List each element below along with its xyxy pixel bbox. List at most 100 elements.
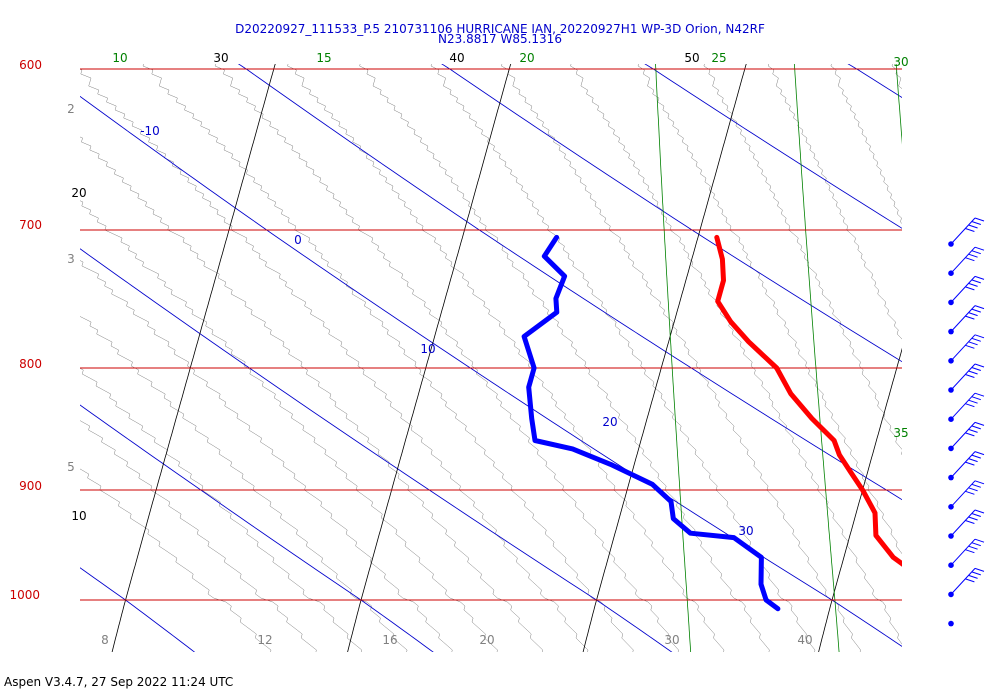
wind-barb-flag — [974, 509, 985, 514]
pressure-label-700: 700 — [19, 218, 42, 232]
wind-barb-staff — [950, 422, 976, 449]
wind-barb-flag — [968, 487, 978, 492]
moist-adiabat-10 — [142, 64, 634, 652]
wind-barb-flag — [965, 461, 975, 466]
dry-adiabat-10 — [80, 248, 673, 652]
wind-barb — [948, 509, 985, 539]
wind-barb-flag — [974, 217, 985, 222]
moist-adiabat-22 — [570, 64, 902, 645]
moist-adiabat-label-5: 5 — [67, 460, 75, 474]
dry-adiabat-label-m10: -10 — [140, 124, 160, 138]
dry-adiabat-label-0: 0 — [294, 233, 302, 247]
wind-barb-flag — [974, 538, 985, 543]
moist-adiabat-28 — [767, 64, 902, 340]
wind-barb-flag — [971, 250, 981, 255]
isotherm-label-40: 40 — [449, 51, 464, 65]
mixing-ratio-25 — [976, 54, 1000, 662]
wind-barb-staff — [950, 305, 976, 332]
moist-adiabat-30 — [830, 64, 902, 224]
wind-barb-flag — [974, 451, 985, 456]
moist-adiabat-12 — [214, 64, 679, 652]
wind-barb-flag — [965, 520, 975, 524]
wind-barb-flag — [965, 549, 975, 554]
moist-adiabat-label-2: 2 — [67, 102, 75, 116]
wind-barb-flag — [968, 574, 978, 579]
moist-adiabat-14 — [287, 64, 725, 652]
wind-barbs — [948, 217, 985, 627]
sounding-profiles — [521, 234, 902, 612]
wind-barb-flag — [971, 571, 981, 576]
wind-barb-flag — [974, 363, 985, 368]
isotherm-label-10: 10 — [71, 509, 86, 523]
wind-barb — [948, 334, 985, 364]
wind-barb — [948, 538, 985, 568]
wind-barb — [948, 567, 985, 598]
wind-barb-flag — [968, 253, 978, 258]
wind-barb-flag — [971, 513, 981, 517]
wind-barb-flag — [971, 337, 981, 342]
wind-barb-staff — [950, 568, 976, 595]
wind-barb-flag — [965, 228, 975, 232]
moist-adiabat--4 — [80, 420, 317, 652]
isotherm-0 — [347, 64, 512, 652]
wind-barb-flag — [974, 392, 985, 397]
moist-adiabat-34 — [948, 54, 1000, 662]
pressure-label-1000: 1000 — [9, 588, 40, 602]
moist-adiabat-label-16: 16 — [382, 633, 397, 647]
dry-adiabat-label-30: 30 — [738, 524, 753, 538]
wind-barb-flag — [971, 483, 981, 488]
wind-barb-flag — [974, 480, 985, 485]
dry-adiabat-40 — [441, 64, 902, 363]
wind-barb-flag — [971, 367, 981, 371]
wind-barb-staff — [950, 451, 976, 478]
mixing-ratio-label-10: 10 — [112, 51, 127, 65]
wind-barb — [948, 363, 985, 393]
wind-barb — [948, 480, 985, 510]
pressure-label-600: 600 — [19, 58, 42, 72]
isotherms — [111, 64, 902, 652]
dry-adiabat-label-10: 10 — [420, 342, 435, 356]
moist-adiabat-label-20: 20 — [479, 633, 494, 647]
temperature-profile — [714, 234, 902, 567]
moist-adiabat-label-3: 3 — [67, 252, 75, 266]
wind-barb-flag — [965, 257, 975, 262]
wind-barb — [948, 451, 985, 481]
wind-barb-flag — [974, 275, 985, 280]
wind-barb-flag — [965, 432, 975, 437]
moist-adiabat-label-40: 40 — [797, 633, 812, 647]
wind-barb-flag — [965, 578, 975, 583]
moist-adiabat--6 — [80, 468, 272, 652]
wind-barb-dot — [948, 620, 954, 627]
wind-barb-flag — [971, 454, 981, 459]
wind-barb — [948, 305, 985, 335]
dry-adiabats — [80, 64, 902, 652]
moist-adiabat-0 — [80, 316, 408, 652]
wind-barb — [948, 421, 985, 452]
moist-adiabats — [80, 54, 1000, 662]
dry-adiabat-20 — [80, 95, 902, 647]
wind-barb-staff — [950, 276, 976, 303]
wind-barb — [948, 392, 985, 423]
moist-adiabat-26 — [703, 64, 902, 456]
moist-adiabat-24 — [637, 64, 902, 555]
dry-adiabat-30 — [237, 64, 902, 501]
wind-barb-flag — [968, 370, 978, 375]
wind-barb — [948, 246, 985, 277]
moist-adiabat-6 — [80, 136, 544, 652]
moist-adiabat-8 — [80, 68, 589, 652]
wind-barb-flag — [971, 425, 981, 430]
wind-barb-flag — [971, 221, 981, 225]
mixing-ratio-label-25: 25 — [711, 51, 726, 65]
dry-adiabat-0 — [80, 404, 434, 652]
wind-barb-flag — [968, 428, 978, 433]
wind-barb — [948, 620, 954, 627]
wind-barb-staff — [950, 509, 976, 537]
isotherm-label-20: 20 — [71, 186, 86, 200]
wind-barb-flag — [974, 421, 985, 426]
wind-barb-flag — [965, 490, 975, 495]
mixing-ratio-10 — [655, 64, 692, 652]
wind-barb-staff — [950, 217, 976, 245]
isotherm-20 — [818, 347, 902, 652]
pressure-label-900: 900 — [19, 479, 42, 493]
